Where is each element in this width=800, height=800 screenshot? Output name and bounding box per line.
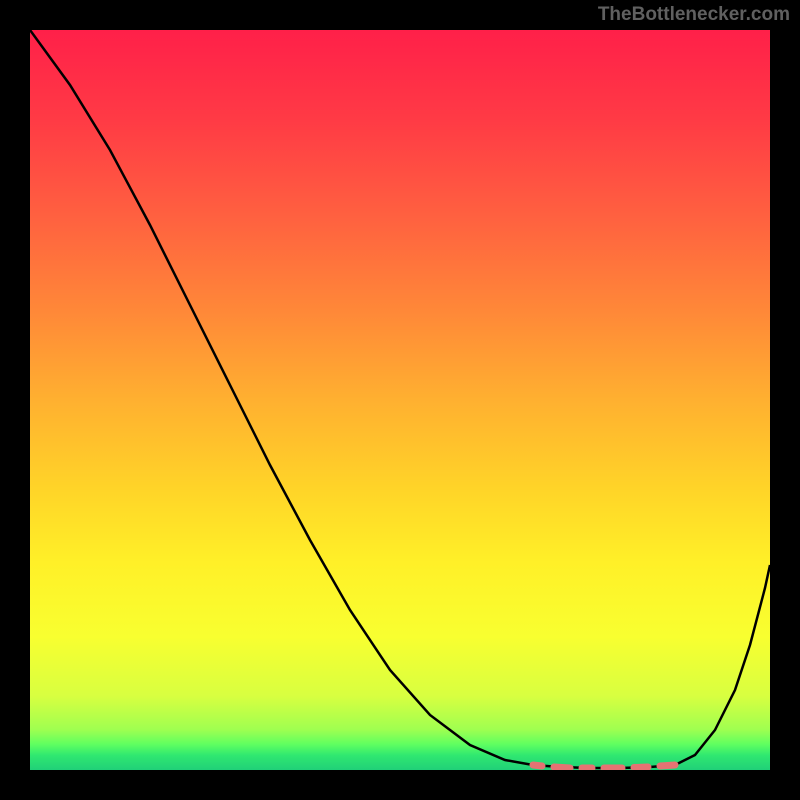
plot-area [30, 30, 770, 770]
gradient-background [30, 30, 770, 770]
watermark-text: TheBottlenecker.com [598, 4, 790, 26]
chart-svg [30, 30, 770, 770]
